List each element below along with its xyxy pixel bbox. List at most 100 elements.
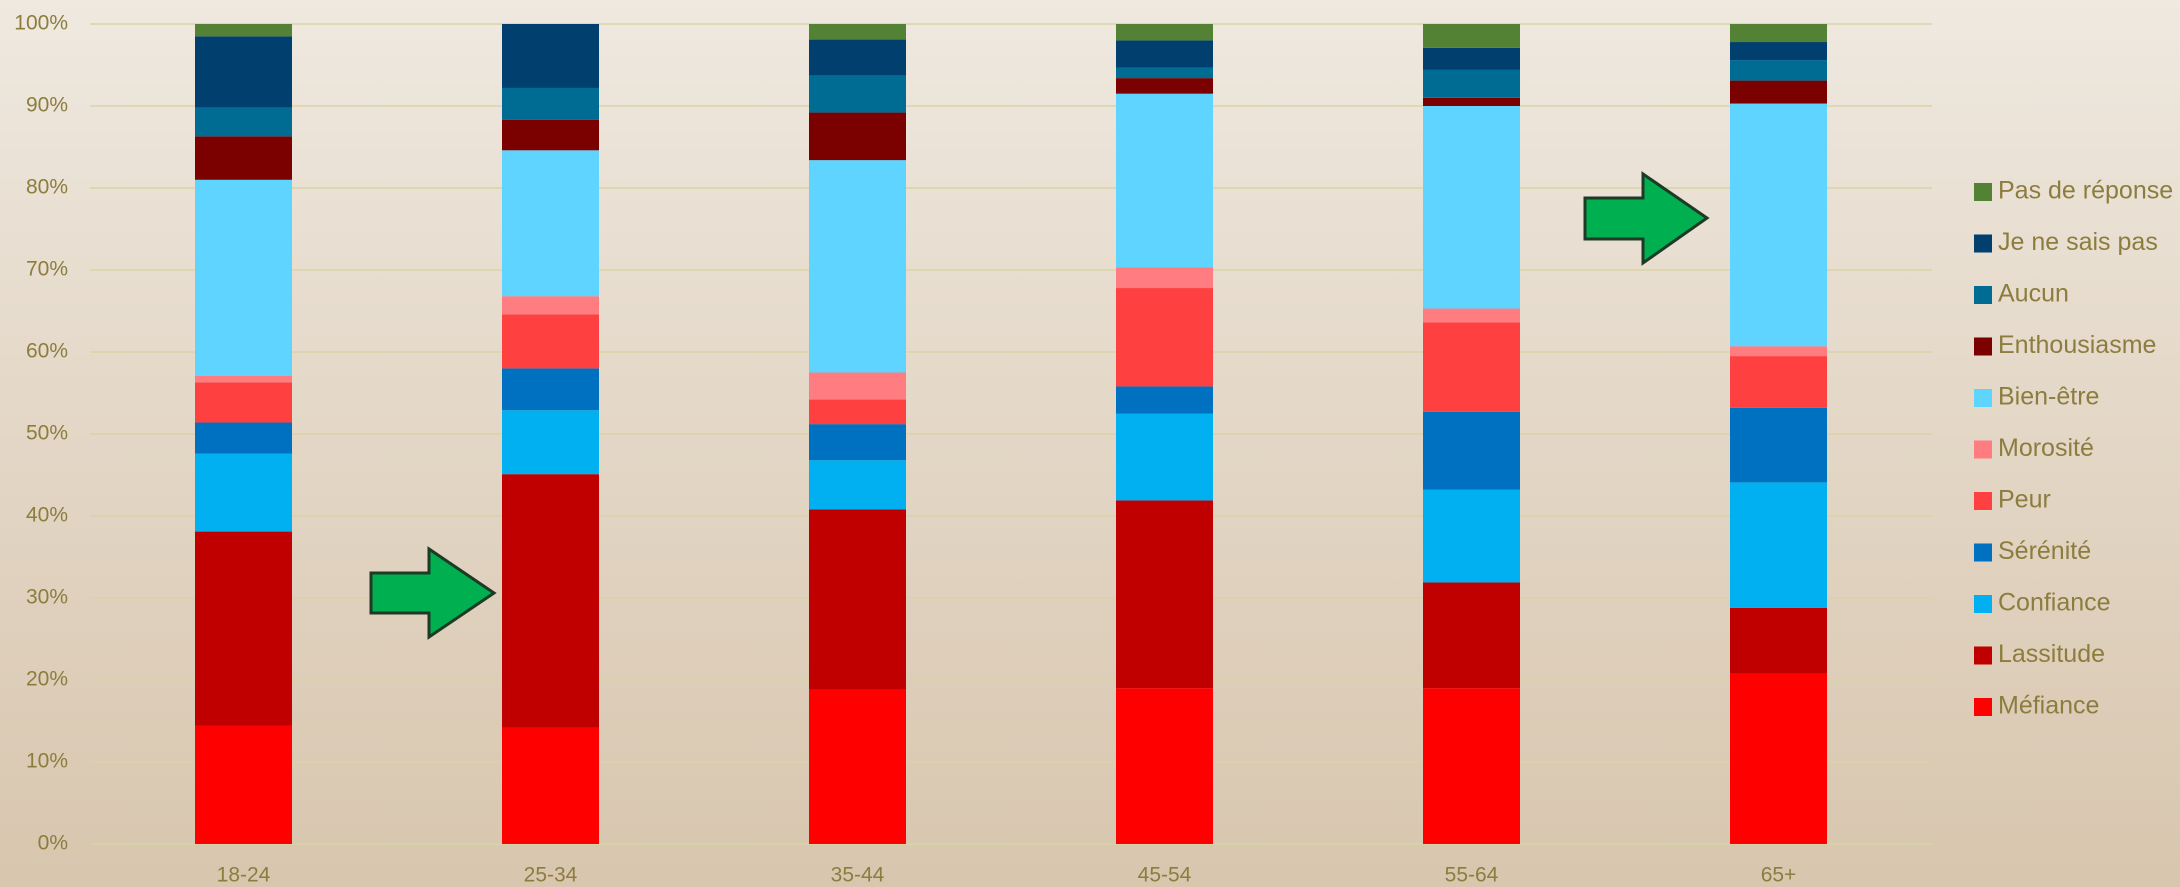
bar-segment (502, 24, 599, 88)
bar-segment (1116, 93, 1213, 268)
bar-segment (195, 136, 292, 180)
x-tick-label: 45-54 (1138, 864, 1192, 887)
legend-swatch (1974, 543, 1992, 562)
bar-segment (1116, 78, 1213, 94)
bar-segment (1730, 482, 1827, 608)
legend-swatch (1974, 286, 1992, 304)
x-tick-label: 65+ (1761, 864, 1797, 887)
bar-segment (195, 725, 292, 844)
bar-segment (809, 460, 906, 510)
bar-segment (809, 399, 906, 425)
bar-segment (502, 727, 599, 844)
bar-segment (195, 24, 292, 37)
bar-segment (195, 107, 292, 137)
bar-segment (195, 179, 292, 376)
bar-segment (1730, 356, 1827, 408)
bar-segment (195, 36, 292, 108)
bar-segment (1423, 322, 1520, 412)
legend-label: Méfiance (1998, 692, 2099, 720)
bar-segment (502, 150, 599, 297)
bar-segment (1423, 582, 1520, 689)
y-tick-label: 10% (26, 750, 68, 773)
bar-segment (1116, 500, 1213, 689)
bar-segment (502, 410, 599, 475)
y-tick-label: 40% (26, 504, 68, 527)
bar-segment (502, 87, 599, 120)
y-tick-label: 70% (26, 258, 68, 281)
arrow (1583, 171, 1710, 266)
bar-segment (195, 382, 292, 423)
bar-segment (195, 531, 292, 726)
bar-segment (502, 474, 599, 728)
x-tick-label: 25-34 (524, 864, 578, 887)
y-tick-label: 60% (26, 340, 68, 363)
y-tick-label: 100% (14, 12, 68, 35)
legend-label: Enthousiasme (1998, 331, 2156, 359)
legend-swatch (1974, 234, 1992, 253)
bar-segment (1423, 489, 1520, 583)
bar-segment (1116, 24, 1213, 41)
bar-segment (1730, 407, 1827, 483)
bar-segment (1423, 308, 1520, 323)
bar-segment (1116, 688, 1213, 844)
bar-segment (1423, 69, 1520, 98)
x-tick-label: 35-44 (831, 864, 885, 887)
legend-label: Je ne sais pas (1998, 228, 2158, 256)
bar-segment (502, 314, 599, 369)
bar-segment (195, 375, 292, 383)
bar-segment (1730, 60, 1827, 81)
bar-segment (502, 296, 599, 315)
bar-segment (809, 39, 906, 76)
x-tick-label: 18-24 (217, 864, 271, 887)
legend-swatch (1974, 440, 1992, 459)
legend-swatch (1974, 183, 1992, 201)
legend-label: Lassitude (1998, 640, 2105, 668)
bar-segment (809, 75, 906, 113)
y-tick-label: 30% (26, 586, 68, 609)
bar-segment (809, 160, 906, 373)
y-tick-label: 20% (26, 668, 68, 691)
bar-segment (1730, 24, 1827, 43)
y-tick-label: 0% (38, 832, 68, 855)
bar-segment (1423, 688, 1520, 844)
bar-segment (1423, 411, 1520, 490)
arrow (369, 546, 497, 640)
y-tick-label: 80% (26, 176, 68, 199)
bar-segment (1116, 67, 1213, 79)
bar-segment (1423, 97, 1520, 106)
bar-segment (195, 453, 292, 532)
legend-swatch (1974, 492, 1992, 510)
legend-swatch (1974, 389, 1992, 407)
x-tick-label: 55-64 (1445, 864, 1499, 887)
bar-segment (502, 368, 599, 411)
bar-segment (502, 119, 599, 151)
bar-segment (1116, 386, 1213, 414)
bar-segment (1730, 673, 1827, 844)
bar-segment (1730, 607, 1827, 674)
bar-segment (809, 689, 906, 844)
legend-swatch (1974, 646, 1992, 665)
legend-label: Aucun (1998, 280, 2069, 308)
bar-segment (1116, 40, 1213, 68)
legend-label: Confiance (1998, 589, 2111, 617)
y-tick-label: 50% (26, 422, 68, 445)
legend-label: Sérénité (1998, 537, 2091, 565)
legend-label: Bien-être (1998, 383, 2099, 411)
legend-swatch (1974, 595, 1992, 613)
bar-segment (809, 112, 906, 161)
bar-segment (1423, 24, 1520, 48)
bar-segment (1423, 47, 1520, 70)
bar-segment (1116, 413, 1213, 501)
bar-segment (809, 372, 906, 400)
legend-swatch (1974, 337, 1992, 356)
bar-segment (1730, 103, 1827, 347)
bar-segment (809, 24, 906, 40)
bar-segment (1423, 106, 1520, 309)
legend-label: Peur (1998, 486, 2051, 514)
legend-swatch (1974, 698, 1992, 716)
bar-segment (809, 424, 906, 461)
bar-segment (809, 509, 906, 690)
bar-segment (1116, 267, 1213, 289)
bar-segment (1730, 42, 1827, 61)
